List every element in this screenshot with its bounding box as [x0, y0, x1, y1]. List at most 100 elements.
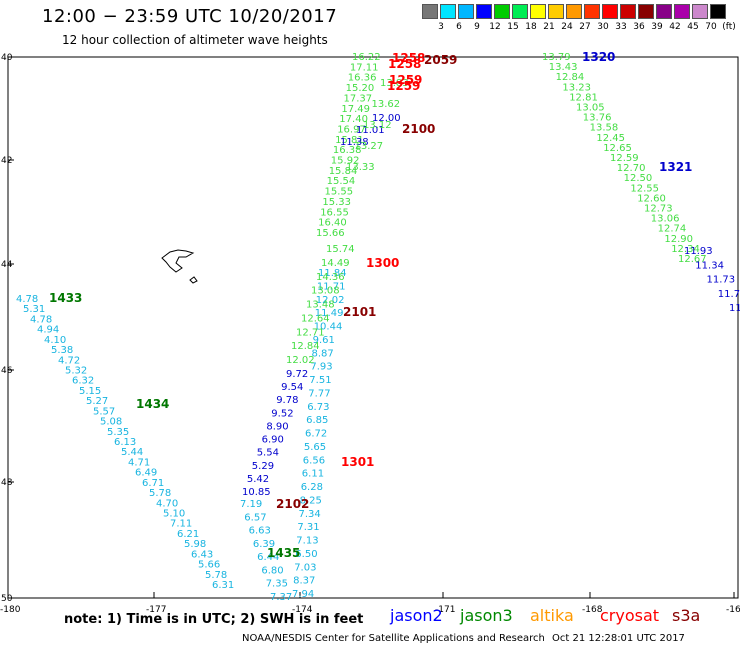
swh-value: 12.55 [630, 183, 659, 194]
scale-label: 27 [579, 22, 591, 32]
swh-value: 7.34 [299, 509, 321, 520]
legend-altika: altika [530, 606, 574, 625]
map-title: 12:00 − 23:59 UTC 10/20/2017 [42, 6, 338, 27]
lat-label: 46 [1, 366, 13, 376]
swh-value: 8.37 [293, 576, 315, 587]
scale-swatch [602, 4, 618, 19]
lon-label: -16 [726, 605, 740, 615]
swh-value: 7.13 [296, 536, 318, 547]
swh-value: 12.84 [291, 341, 320, 352]
swh-value: 7.35 [266, 579, 288, 590]
swh-value: 12.90 [664, 234, 693, 245]
swh-value: 6.85 [306, 415, 328, 426]
pass-time-label: 1433 [49, 291, 82, 305]
swh-value: 13.43 [549, 62, 578, 73]
swh-value: 6.80 [261, 565, 283, 576]
swh-value: 15.20 [346, 83, 375, 94]
swh-value: 4.10 [44, 335, 66, 346]
swh-value: 6.13 [114, 437, 136, 448]
swh-value: 12.02 [286, 355, 315, 366]
swh-value: 13.76 [583, 113, 612, 124]
swh-value: 13.58 [590, 123, 619, 134]
swh-value: 11 [729, 303, 740, 314]
scale-swatch [440, 4, 456, 19]
swh-value: 6.71 [142, 478, 164, 489]
swh-value: 6.31 [212, 580, 234, 591]
scale-label: 9 [474, 22, 480, 32]
pass-time-label: 2102 [276, 497, 309, 511]
scale-label: 21 [543, 22, 555, 32]
swh-value: 9.52 [271, 408, 293, 419]
swh-value: 11.71 [317, 281, 346, 292]
swh-value: 8.90 [266, 421, 288, 432]
swh-value: 5.54 [257, 448, 279, 459]
swh-value: 16.38 [333, 145, 362, 156]
swh-value: 15.74 [326, 244, 355, 255]
swh-value: 13.12 [363, 120, 392, 131]
footer-agency: NOAA/NESDIS Center for Satellite Applica… [242, 633, 545, 644]
swh-value: 10.44 [314, 322, 343, 333]
scale-swatch [584, 4, 600, 19]
swh-value: 11.93 [684, 246, 713, 257]
swh-value: 12.84 [556, 72, 585, 83]
swh-value: 5.78 [149, 488, 171, 499]
pass-time-label: 1258 [392, 51, 425, 65]
swh-value: 13.08 [311, 286, 340, 297]
swh-value: 17.37 [344, 93, 373, 104]
swh-value: 16.22 [352, 52, 381, 63]
swh-value: 14.49 [321, 258, 350, 269]
scale-label: 33 [615, 22, 627, 32]
swh-value: 4.70 [156, 498, 178, 509]
legend-jason2: jason2 [390, 606, 443, 625]
swh-value: 7.94 [292, 589, 314, 600]
swh-value: 12.71 [296, 327, 325, 338]
swh-value: 4.71 [128, 457, 150, 468]
swh-value: 5.44 [121, 447, 143, 458]
lat-label: 50 [1, 594, 13, 604]
swh-value: 15.66 [316, 228, 345, 239]
pass-time-label: 2059 [424, 53, 457, 67]
swh-value: 11.01 [356, 125, 385, 136]
swh-value: 9.61 [313, 335, 335, 346]
swh-value: 13.06 [651, 214, 680, 225]
swh-value: 13.62 [372, 99, 401, 110]
swh-value: 6.21 [177, 529, 199, 540]
swh-value: 6.90 [262, 435, 284, 446]
swh-value: 5.15 [79, 386, 101, 397]
swh-value: 12.73 [644, 204, 673, 215]
swh-value: 16.97 [337, 125, 366, 136]
swh-value: 4.94 [37, 325, 59, 336]
lat-label: 44 [1, 260, 13, 270]
swh-value: 13.79 [542, 52, 571, 63]
swh-value: 12.34 [671, 244, 700, 255]
pass-time-label: 2100 [402, 122, 435, 136]
scale-swatch [620, 4, 636, 19]
swh-value: 15.84 [329, 166, 358, 177]
swh-value: 5.57 [93, 406, 115, 417]
swh-value: 12.67 [678, 254, 707, 265]
swh-value: 11.84 [318, 268, 347, 279]
axis-ticks: 40 42 44 46 48 50-180 -177 -174 -171 -168 -16 [0, 53, 740, 615]
scale-swatch [530, 4, 546, 19]
legend-jason3: jason3 [460, 606, 513, 625]
swh-value: 12.59 [610, 153, 639, 164]
swh-value: 5.38 [51, 345, 73, 356]
swh-value: 5.08 [100, 417, 122, 428]
swh-value: 9.78 [276, 395, 298, 406]
swh-value: 7.77 [308, 388, 330, 399]
pass-time-label: 1435 [267, 546, 300, 560]
swh-value: 6.32 [72, 376, 94, 387]
scale-label: 18 [525, 22, 537, 32]
swh-value: 6.50 [295, 549, 317, 560]
swh-value: 4.72 [58, 355, 80, 366]
swh-value: 11.34 [695, 260, 724, 271]
lat-label: 40 [1, 53, 13, 63]
swh-value: 6.43 [191, 549, 213, 560]
swh-value: 6.72 [305, 429, 327, 440]
swh-value: 5.65 [304, 442, 326, 453]
swh-value: 11.73 [707, 275, 736, 286]
swh-value: 8.87 [312, 348, 334, 359]
swh-value: 17.40 [339, 114, 368, 125]
swh-value: 9.54 [281, 382, 303, 393]
